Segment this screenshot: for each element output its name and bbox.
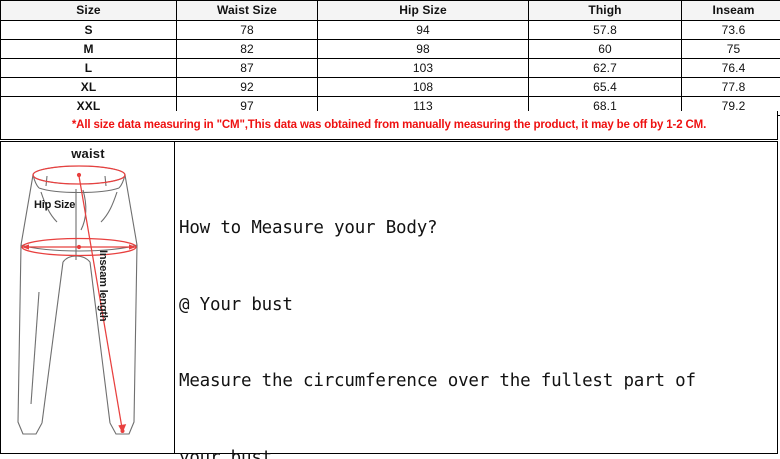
size-table-header: Size Waist Size Hip Size Thigh Inseam (0, 0, 780, 21)
cell-waist: 82 (176, 39, 318, 59)
cell-waist: 78 (176, 20, 318, 40)
cell-inseam: 75 (681, 39, 780, 59)
cell-hip: 98 (317, 39, 529, 59)
hip-size-label: Hip Size (34, 199, 76, 211)
column-header-thigh: Thigh (528, 0, 682, 21)
cell-hip: 108 (317, 77, 529, 97)
cell-thigh: 57.8 (528, 20, 682, 40)
table-row: XL 92 108 65.4 77.8 (0, 77, 780, 97)
cell-thigh: 62.7 (528, 58, 682, 78)
howto-line: your bust (179, 447, 273, 459)
cell-waist: 87 (176, 58, 318, 78)
column-header-inseam: Inseam (681, 0, 780, 21)
size-table-body: S 78 94 57.8 73.6 M 82 98 60 75 L 87 103… (0, 20, 780, 116)
instructions-cell: How to Measure your Body? @ Your bust Me… (175, 142, 777, 459)
bottom-panel: waist Hip Size Inseam length How to Meas… (0, 141, 778, 459)
cell-size: XL (0, 77, 177, 97)
cell-hip: 103 (317, 58, 529, 78)
howto-line: Measure the circumference over the fulle… (179, 371, 696, 391)
inseam-length-label: Inseam length (97, 250, 109, 322)
cell-size: S (0, 20, 177, 40)
cell-hip: 94 (317, 20, 529, 40)
measurement-disclaimer-row: *All size data measuring in "CM",This da… (0, 111, 778, 140)
cell-size: L (0, 58, 177, 78)
table-header-row: Size Waist Size Hip Size Thigh Inseam (0, 0, 780, 21)
howto-line: @ Your bust (179, 294, 293, 315)
column-header-hip: Hip Size (317, 0, 529, 21)
waist-measure-ellipse (32, 165, 126, 185)
pants-illustration (17, 165, 138, 435)
cell-inseam: 77.8 (681, 77, 780, 97)
cell-inseam: 73.6 (681, 20, 780, 40)
table-row: S 78 94 57.8 73.6 (0, 20, 780, 40)
measurement-disclaimer-text: *All size data measuring in "CM",This da… (71, 119, 707, 131)
how-to-measure-text: How to Measure your Body? @ Your bust Me… (179, 165, 777, 459)
cell-thigh: 60 (528, 39, 682, 59)
cell-thigh: 65.4 (528, 77, 682, 97)
column-header-waist: Waist Size (176, 0, 318, 21)
inseam-measure-arrow (78, 175, 123, 429)
cell-inseam: 76.4 (681, 58, 780, 78)
cell-size: M (0, 39, 177, 59)
cell-waist: 92 (176, 77, 318, 97)
size-table: Size Waist Size Hip Size Thigh Inseam S … (0, 0, 780, 116)
table-row: M 82 98 60 75 (0, 39, 780, 59)
pants-diagram-cell: waist Hip Size Inseam length (1, 142, 175, 453)
waist-label: waist (71, 146, 105, 161)
howto-line: How to Measure your Body? (179, 218, 438, 238)
table-row: L 87 103 62.7 76.4 (0, 58, 780, 78)
column-header-size: Size (0, 0, 177, 21)
